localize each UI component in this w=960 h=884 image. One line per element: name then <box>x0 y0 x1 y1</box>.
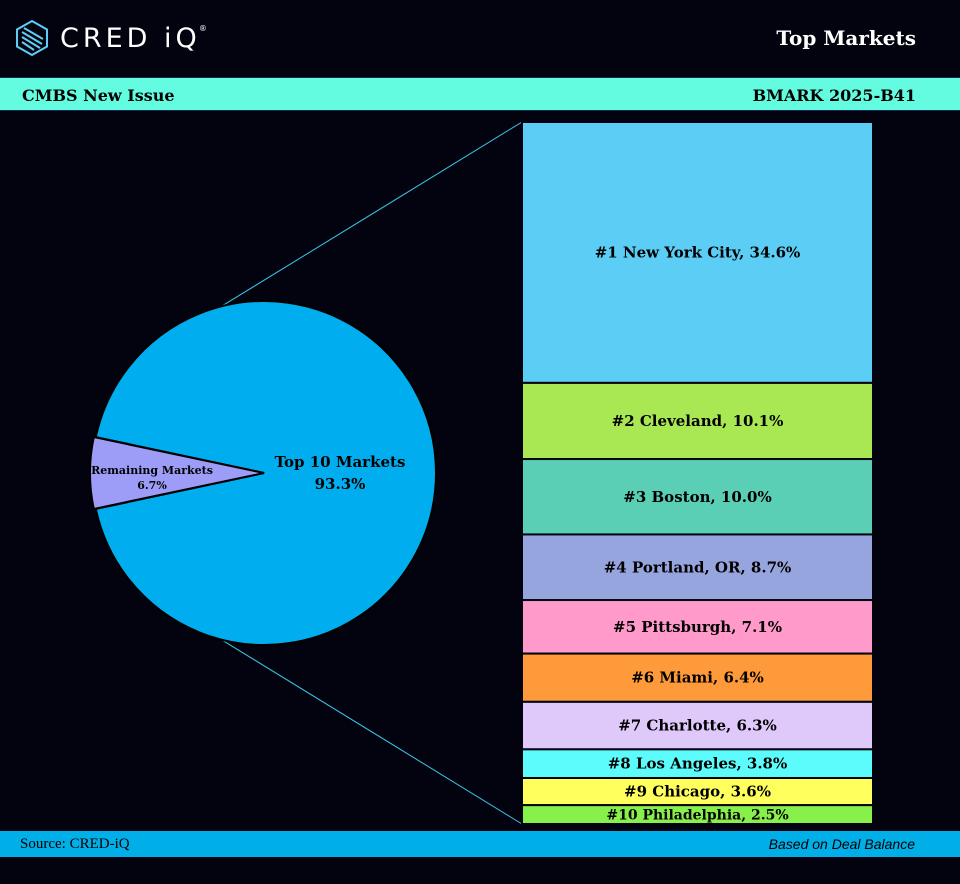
bar-label-10: #10 Philadelphia, 2.5% <box>606 808 788 824</box>
pie-label-remaining: Remaining Markets <box>91 464 213 477</box>
logo-text: CRED iQ <box>60 22 201 54</box>
bar-segment-2 <box>521 381 874 461</box>
registered-mark: ® <box>198 23 207 33</box>
bar-segment-5 <box>521 599 874 655</box>
connector-line-bottom <box>221 639 523 825</box>
cube-logo-icon <box>16 20 48 56</box>
pie-value-remaining: 6.7% <box>137 479 167 492</box>
cred-iq-logo: CRED iQ ® <box>16 20 209 56</box>
bar-label-6: #6 Miami, 6.4% <box>631 669 764 687</box>
pie-value-top-10: 93.3% <box>315 475 366 493</box>
bar-label-9: #9 Chicago, 3.6% <box>624 783 771 801</box>
bar-label-3: #3 Boston, 10.0% <box>623 488 771 506</box>
bar-label-7: #7 Charlotte, 6.3% <box>618 717 777 735</box>
bar-segment-4 <box>521 533 874 602</box>
band-right-label: BMARK 2025-B41 <box>752 86 916 105</box>
footer-source: Source: CRED-iQ <box>20 836 130 852</box>
bar-label-4: #4 Portland, OR, 8.7% <box>604 558 792 576</box>
page-title: Top Markets <box>776 26 916 50</box>
bar-segment-10 <box>521 804 874 825</box>
connector-line-top <box>221 121 523 307</box>
bar-label-5: #5 Pittsburgh, 7.1% <box>613 618 782 636</box>
bar-segment-1 <box>521 121 874 384</box>
bar-label-1: #1 New York City, 34.6% <box>595 243 801 261</box>
pie-slice-remaining <box>89 435 265 511</box>
bar-segment-8 <box>521 748 874 780</box>
pie-slice-top-10 <box>94 300 437 646</box>
footer-band: Source: CRED-iQ Based on Deal Balance <box>0 831 960 857</box>
pie-label-top-10: Top 10 Markets <box>275 453 406 471</box>
subtitle-band: CMBS New Issue BMARK 2025-B41 <box>0 77 960 111</box>
bar-of-pie-chart: Top 10 Markets 93.3% Remaining Markets 6.7%… <box>89 121 874 825</box>
bar-label-2: #2 Cleveland, 10.1% <box>612 412 784 430</box>
bar-segment-3 <box>521 458 874 536</box>
footer-note: Based on Deal Balance <box>768 836 915 852</box>
bar-label-8: #8 Los Angeles, 3.8% <box>608 755 788 773</box>
band-left-label: CMBS New Issue <box>22 86 175 105</box>
